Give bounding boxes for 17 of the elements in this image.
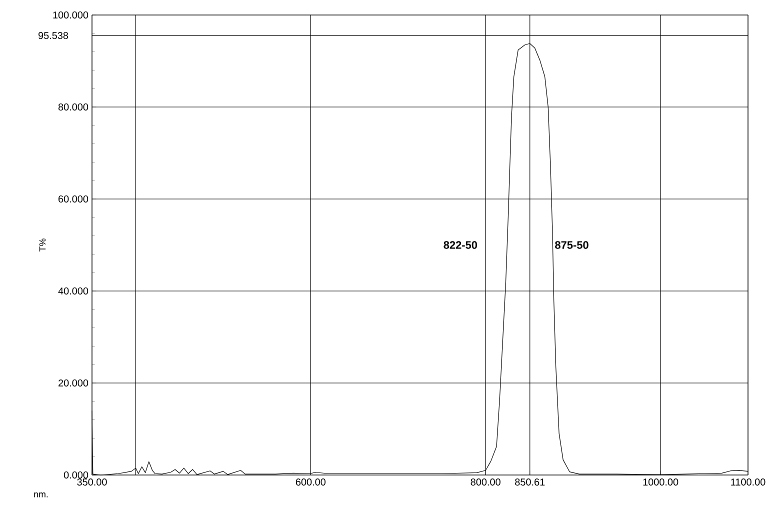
annotation: 875-50 (555, 241, 588, 249)
y-tick-label: 80.000 (58, 103, 88, 111)
x-tick-label: 1100.00 (731, 478, 766, 486)
x-axis-title: nm. (34, 492, 48, 498)
x-tick-label: 350.00 (77, 478, 107, 486)
x-tick-label: 850.61 (515, 478, 545, 486)
x-tick-label: 800.00 (470, 478, 500, 486)
x-tick-label: 600.00 (296, 478, 326, 486)
y-tick-label: 40.000 (58, 287, 88, 295)
annotation: 822-50 (444, 241, 478, 249)
y-axis-title: T% (39, 238, 46, 252)
x-tick-label: 1000.00 (643, 478, 678, 486)
y-tick-label: 100.000 (53, 11, 88, 19)
ref-line-label: 95.538 (38, 32, 68, 40)
y-tick-label: 20.000 (58, 379, 88, 387)
y-tick-label: 0.000 (64, 471, 88, 479)
y-tick-label: 60.000 (58, 195, 88, 203)
